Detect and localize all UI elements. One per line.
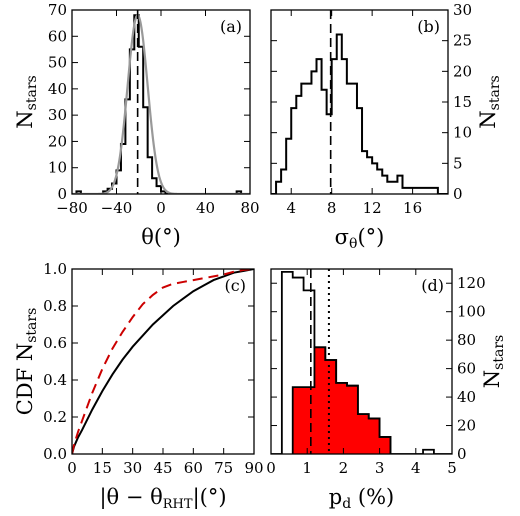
y-tick-label: 0 (453, 185, 463, 203)
x-axis-label: |θ − θRHT|(°) (99, 485, 226, 512)
x-axis-label: σθ(°) (335, 225, 385, 252)
x-tick-label: 4 (411, 459, 421, 477)
x-tick-label: −80 (56, 199, 88, 217)
y-tick-label: 15 (453, 93, 472, 111)
y-tick-label: 20 (48, 132, 67, 150)
y-tick-label: 5 (453, 154, 463, 172)
y-tick-label: 0.4 (43, 371, 67, 389)
panel-label: (a) (220, 17, 242, 36)
y-axis-label: Nstars (13, 75, 40, 128)
x-tick-label: 15 (93, 459, 112, 477)
y-tick-label: 0 (457, 445, 467, 463)
y-tick-label: 25 (453, 32, 472, 50)
y-tick-label: 0.0 (43, 445, 67, 463)
gaussian-fit-line (72, 14, 250, 194)
x-tick-label: 45 (153, 459, 172, 477)
panel-label: (d) (421, 276, 444, 295)
y-tick-label: 0.2 (43, 408, 67, 426)
y-tick-label: 10 (453, 124, 472, 142)
x-tick-label: −40 (101, 199, 133, 217)
x-tick-label: 8 (327, 199, 337, 217)
y-tick-label: 0 (57, 185, 67, 203)
chart-panel-1: 4 8 12 16 0 5 10 15 20 25 30 (b) Nstars σθ(°) (270, 1, 503, 252)
x-tick-label: 60 (184, 459, 203, 477)
y-axis-label: Nstars (476, 75, 503, 128)
plot-area (271, 269, 452, 454)
y-tick-label: 0.6 (43, 334, 67, 352)
y-tick-label: 30 (48, 106, 67, 124)
x-tick-label: 0 (266, 459, 276, 477)
y-tick-label: 30 (453, 1, 472, 19)
x-tick-label: 12 (363, 199, 382, 217)
y-tick-label: 60 (48, 27, 67, 45)
axes-frame (270, 9, 449, 195)
panel-label: (c) (225, 276, 246, 295)
x-tick-label: 4 (286, 199, 296, 217)
x-tick-label: 2 (339, 459, 349, 477)
y-tick-label: 1.0 (43, 260, 67, 278)
x-tick-label: 0 (156, 199, 166, 217)
x-tick-label: 40 (196, 199, 215, 217)
y-tick-label: 60 (457, 360, 476, 378)
x-tick-label: 3 (375, 459, 385, 477)
histogram-series (75, 14, 246, 194)
y-tick-label: 10 (48, 159, 67, 177)
x-tick-label: 0 (67, 459, 77, 477)
histogram-filled (291, 346, 392, 454)
y-tick-label: 20 (453, 62, 472, 80)
plot-area (72, 10, 250, 194)
x-tick-label: 90 (244, 459, 263, 477)
y-axis-label: Nstars (480, 335, 507, 388)
axes-frame (71, 268, 255, 455)
chart-panel-2: 0 15 30 45 60 75 90 0.0 0.2 0.4 0.6 0.8 1.0 (c) CDF Ns… (13, 260, 264, 512)
cdf-line-solid (72, 269, 254, 454)
axes-frame (270, 268, 453, 455)
histogram-series (271, 33, 448, 194)
y-tick-label: 0.8 (43, 297, 67, 315)
cdf-line-dashed (72, 269, 254, 454)
panel-label: (b) (417, 17, 440, 36)
x-tick-label: 30 (123, 459, 142, 477)
y-tick-label: 100 (457, 303, 486, 321)
plot-area (72, 269, 254, 454)
x-tick-label: 16 (403, 199, 422, 217)
y-tick-label: 40 (457, 388, 476, 406)
y-tick-label: 40 (48, 80, 67, 98)
x-axis-label: θ(°) (141, 225, 181, 249)
chart-panel-0: −80 −40 0 40 80 0 10 20 30 40 50 60 70 (a) Nstars θ(°) (13, 1, 260, 249)
x-axis-label: pd (%) (329, 485, 394, 512)
plot-area (271, 10, 448, 194)
y-tick-label: 50 (48, 54, 67, 72)
y-tick-label: 20 (457, 417, 476, 435)
x-tick-label: 1 (302, 459, 312, 477)
y-axis-label: CDF Nstars (13, 308, 40, 416)
x-tick-label: 75 (214, 459, 233, 477)
x-tick-label: 80 (240, 199, 259, 217)
histogram-outline (271, 270, 452, 454)
axes-frame (71, 9, 251, 195)
y-tick-label: 80 (457, 331, 476, 349)
x-tick-label: 5 (447, 459, 457, 477)
y-tick-label: 70 (48, 1, 67, 19)
y-tick-label: 120 (457, 274, 486, 292)
